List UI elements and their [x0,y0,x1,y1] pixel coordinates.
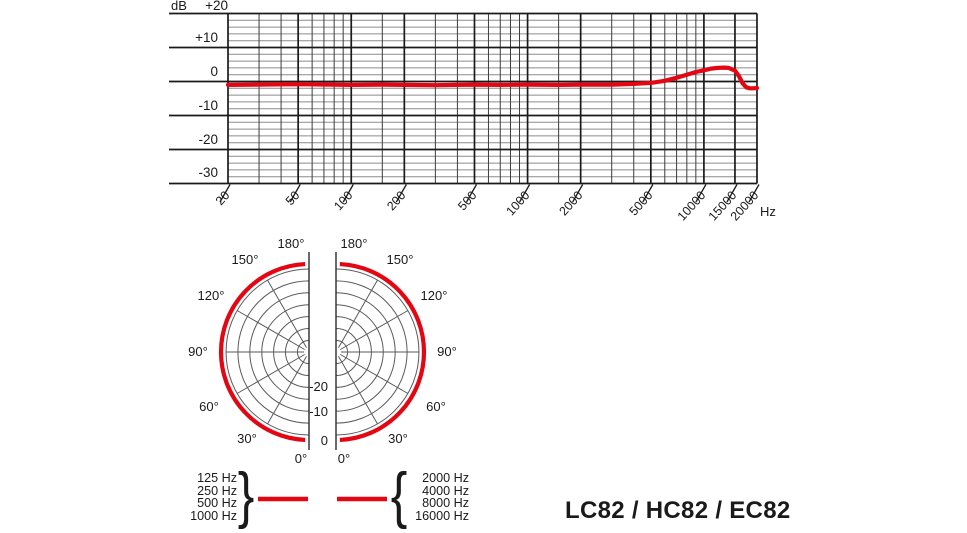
freq-y-tick-0: 0 [210,64,218,79]
legend-right-brace: { [390,461,408,530]
legend-item-4000hz: 4000 Hz [422,483,469,498]
freq-y-tick-minus20: -20 [198,132,218,147]
polar-right-label-120: 120° [420,288,448,303]
freq-y-tick-plus10: +10 [195,30,218,45]
legend-item-250hz: 250 Hz [197,483,237,498]
polar-left-label-120: 120° [197,288,225,303]
legend-high-frequency-list: 2000 Hz 4000 Hz 8000 Hz 16000 Hz [401,472,469,522]
polar-db-label-0: 0 [320,433,328,448]
polar-left-label-150: 150° [231,252,259,267]
polar-right-label-30: 30° [388,431,408,446]
model-title: LC82 / HC82 / EC82 [565,497,791,524]
legend-item-2000hz: 2000 Hz [422,471,469,485]
freq-y-tick-minus10: -10 [198,98,218,113]
polar-right-label-90: 90° [437,344,457,359]
legend-left-brace: } [237,461,255,530]
polar-right-label-60: 60° [426,399,446,414]
freq-y-tick-plus20: +20 [205,0,228,13]
polar-left-label-180: 180° [277,236,305,251]
legend-item-8000hz: 8000 Hz [422,496,469,511]
polar-right-label-180: 180° [340,236,368,251]
polar-db-label-minus10: -10 [309,404,328,419]
freq-x-axis-unit: Hz [760,204,776,219]
polar-left-label-30: 30° [237,431,257,446]
polar-right-label-150: 150° [386,252,414,267]
freq-y-tick-minus30: -30 [198,165,218,180]
polar-right-label-0: 0° [337,451,351,466]
polar-left-label-0: 0° [294,451,308,466]
legend-item-500hz: 500 Hz [197,496,237,511]
polar-left-label-60: 60° [199,399,219,414]
legend-item-125hz: 125 Hz [197,471,237,485]
legend-item-16000hz: 16000 Hz [415,508,469,523]
freq-y-axis-unit: dB [171,0,187,13]
legend-low-frequency-list: 125 Hz 250 Hz 500 Hz 1000 Hz [157,472,237,522]
polar-left-label-90: 90° [188,344,208,359]
polar-db-label-minus20: -20 [309,379,328,394]
legend-item-1000hz: 1000 Hz [190,508,237,523]
